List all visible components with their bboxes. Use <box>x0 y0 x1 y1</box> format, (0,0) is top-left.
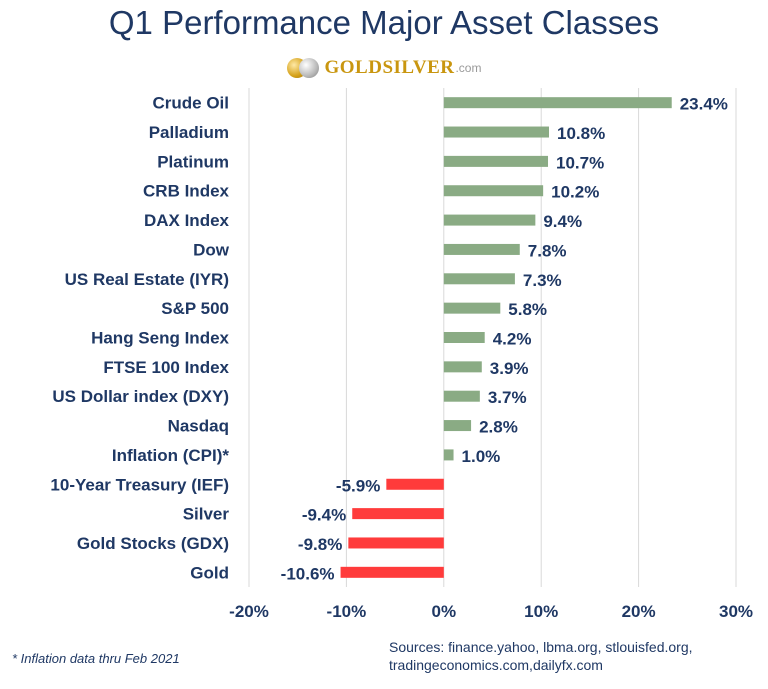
sources-note: Sources: finance.yahoo, lbma.org, stloui… <box>389 638 693 674</box>
data-label: -9.4% <box>302 506 346 525</box>
category-label: CRB Index <box>143 182 230 201</box>
category-label: Nasdaq <box>168 417 229 436</box>
category-label: Palladium <box>149 123 229 142</box>
sources-line-1: Sources: finance.yahoo, lbma.org, stloui… <box>389 639 693 655</box>
bar <box>443 185 544 197</box>
data-label: 4.2% <box>493 330 532 349</box>
data-label: 23.4% <box>680 95 728 114</box>
bar <box>340 566 444 578</box>
bar <box>352 508 444 520</box>
category-label: Gold Stocks (GDX) <box>77 534 229 553</box>
category-label: Platinum <box>157 152 229 171</box>
x-tick-label: 20% <box>622 602 656 621</box>
category-label: US Real Estate (IYR) <box>65 270 229 289</box>
category-label: Silver <box>183 505 230 524</box>
bar <box>443 361 482 373</box>
sources-line-2: tradingeconomics.com,dailyfx.com <box>389 657 603 673</box>
coins-icon <box>286 58 321 78</box>
bar <box>443 390 480 402</box>
x-tick-label: 10% <box>524 602 558 621</box>
category-label: Dow <box>193 240 230 259</box>
chart-title: Q1 Performance Major Asset Classes <box>108 4 660 41</box>
bar <box>443 214 536 226</box>
x-tick-label: 30% <box>719 602 753 621</box>
bar <box>443 155 549 167</box>
data-label: 10.8% <box>557 124 605 143</box>
category-label: US Dollar index (DXY) <box>52 387 229 406</box>
data-label: 1.0% <box>462 447 501 466</box>
data-label: 2.8% <box>479 418 518 437</box>
category-label: DAX Index <box>144 211 230 230</box>
category-label: Crude Oil <box>152 94 229 113</box>
data-label: 3.7% <box>488 388 527 407</box>
logo-text: GOLDSILVER <box>324 57 455 78</box>
data-label: -9.8% <box>298 535 342 554</box>
bar <box>386 478 444 490</box>
bar <box>443 126 549 138</box>
category-label: Inflation (CPI)* <box>112 446 229 465</box>
bar <box>443 273 515 285</box>
data-label: 7.3% <box>523 271 562 290</box>
bar <box>443 302 501 314</box>
bar <box>443 97 672 109</box>
bar <box>348 537 444 549</box>
bar <box>443 420 472 432</box>
data-label: -10.6% <box>281 564 335 583</box>
data-label: 9.4% <box>543 212 582 231</box>
bar <box>443 243 520 255</box>
x-tick-label: -20% <box>229 602 269 621</box>
category-label: 10-Year Treasury (IEF) <box>50 475 229 494</box>
data-label: 7.8% <box>528 241 567 260</box>
category-label: Hang Seng Index <box>91 329 229 348</box>
category-label: FTSE 100 Index <box>103 358 229 377</box>
bar <box>443 449 454 461</box>
data-label: 3.9% <box>490 359 529 378</box>
footnote: * Inflation data thru Feb 2021 <box>12 651 180 666</box>
data-label: -5.9% <box>336 476 380 495</box>
x-tick-label: -10% <box>327 602 367 621</box>
logo-suffix: .com <box>455 61 482 75</box>
data-label: 10.2% <box>551 183 599 202</box>
goldsilver-logo: GOLDSILVER .com <box>0 57 768 79</box>
bar <box>443 332 485 343</box>
silver-coin-icon <box>298 58 319 78</box>
data-label: 10.7% <box>556 153 604 172</box>
category-label: S&P 500 <box>161 299 229 318</box>
x-tick-label: 0% <box>432 602 457 621</box>
category-label: Gold <box>190 563 229 582</box>
data-label: 5.8% <box>508 300 547 319</box>
